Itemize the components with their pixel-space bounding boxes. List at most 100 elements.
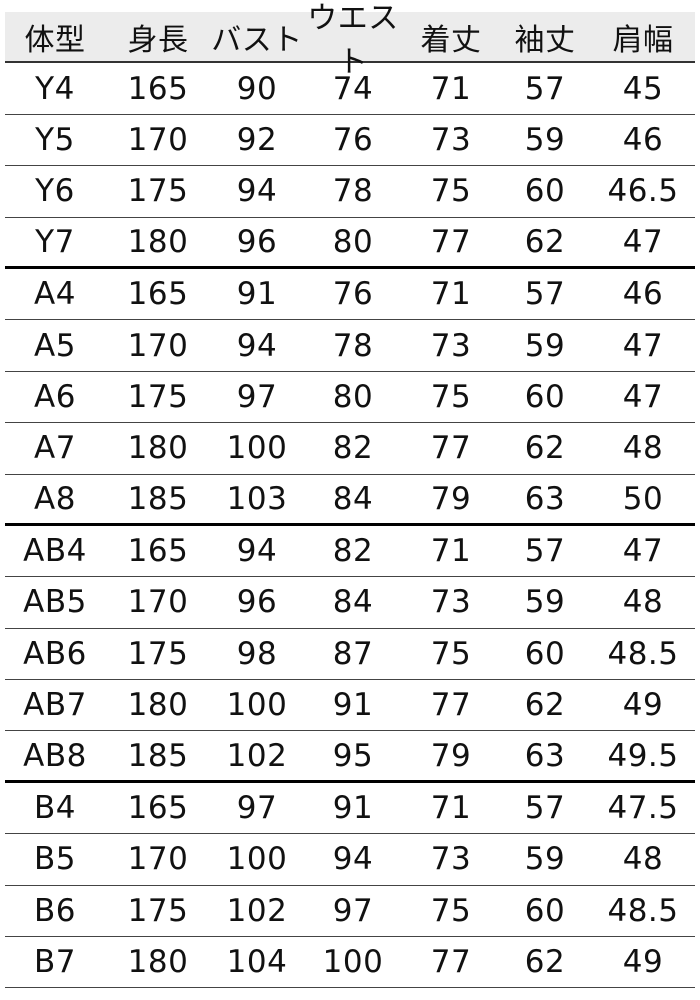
cell-shoulder: 47 — [622, 223, 664, 260]
cell-bust: 96 — [236, 584, 278, 621]
table-row: A4 165 91 76 71 57 46 — [5, 269, 695, 321]
cell-body-type: AB8 — [23, 737, 87, 774]
cell-sleeve: 60 — [524, 635, 566, 672]
table-row: Y5 170 92 76 73 59 46 — [5, 115, 695, 167]
cell-height: 180 — [127, 223, 189, 260]
table-row: AB7 180 100 91 77 62 49 — [5, 680, 695, 732]
cell-shoulder: 48 — [622, 430, 664, 467]
table-row: B4 165 97 91 71 57 47.5 — [5, 783, 695, 835]
cell-body-type: B6 — [34, 892, 76, 929]
cell-shoulder: 46 — [622, 276, 664, 313]
cell-height: 175 — [127, 378, 189, 415]
cell-sleeve: 60 — [524, 892, 566, 929]
header-length: 着丈 — [420, 22, 482, 58]
cell-sleeve: 62 — [524, 944, 566, 981]
cell-bust: 97 — [236, 790, 278, 827]
cell-sleeve: 63 — [524, 480, 566, 517]
cell-shoulder: 47 — [622, 327, 664, 364]
cell-bust: 98 — [236, 635, 278, 672]
cell-body-type: Y6 — [35, 173, 75, 210]
cell-waist: 78 — [332, 173, 374, 210]
cell-shoulder: 47 — [622, 378, 664, 415]
header-sleeve: 袖丈 — [514, 22, 576, 58]
cell-sleeve: 57 — [524, 70, 566, 107]
cell-body-type: AB4 — [23, 533, 87, 570]
cell-shoulder: 45 — [622, 70, 664, 107]
cell-height: 180 — [127, 687, 189, 724]
cell-waist: 91 — [332, 687, 374, 724]
cell-length: 77 — [430, 223, 472, 260]
cell-bust: 92 — [236, 121, 278, 158]
cell-body-type: AB5 — [23, 584, 87, 621]
cell-length: 73 — [430, 584, 472, 621]
cell-body-type: A7 — [34, 430, 76, 467]
cell-body-type: Y4 — [35, 70, 75, 107]
cell-waist: 95 — [332, 737, 374, 774]
cell-bust: 97 — [236, 378, 278, 415]
cell-sleeve: 62 — [524, 223, 566, 260]
cell-sleeve: 63 — [524, 737, 566, 774]
cell-shoulder: 50 — [622, 480, 664, 517]
cell-length: 75 — [430, 635, 472, 672]
header-waist: ウエスト — [307, 0, 399, 80]
cell-length: 71 — [430, 790, 472, 827]
cell-waist: 91 — [332, 790, 374, 827]
cell-bust: 104 — [226, 944, 288, 981]
cell-waist: 76 — [332, 276, 374, 313]
cell-shoulder: 48 — [622, 584, 664, 621]
header-body-type: 体型 — [24, 22, 86, 58]
cell-waist: 76 — [332, 121, 374, 158]
cell-bust: 100 — [226, 841, 288, 878]
cell-sleeve: 57 — [524, 790, 566, 827]
cell-body-type: A6 — [34, 378, 76, 415]
cell-bust: 103 — [226, 480, 288, 517]
cell-waist: 84 — [332, 480, 374, 517]
cell-length: 73 — [430, 841, 472, 878]
table-row: Y7 180 96 80 77 62 47 — [5, 218, 695, 269]
table-row: B5 170 100 94 73 59 48 — [5, 834, 695, 886]
cell-height: 170 — [127, 841, 189, 878]
cell-body-type: B7 — [34, 944, 76, 981]
cell-body-type: A4 — [34, 276, 76, 313]
table-header-row: 体型 身長 バスト ウエスト 着丈 袖丈 肩幅 — [5, 1, 695, 80]
cell-length: 71 — [430, 533, 472, 570]
cell-bust: 96 — [236, 223, 278, 260]
cell-sleeve: 57 — [524, 276, 566, 313]
cell-waist: 80 — [332, 223, 374, 260]
table-row: A5 170 94 78 73 59 47 — [5, 320, 695, 372]
cell-body-type: Y7 — [35, 223, 75, 260]
cell-shoulder: 49.5 — [607, 737, 679, 774]
cell-height: 185 — [127, 480, 189, 517]
cell-waist: 74 — [332, 70, 374, 107]
cell-length: 79 — [430, 480, 472, 517]
cell-length: 75 — [430, 892, 472, 929]
cell-length: 75 — [430, 378, 472, 415]
cell-height: 170 — [127, 327, 189, 364]
cell-waist: 78 — [332, 327, 374, 364]
cell-waist: 87 — [332, 635, 374, 672]
cell-sleeve: 59 — [524, 327, 566, 364]
cell-sleeve: 59 — [524, 584, 566, 621]
cell-sleeve: 57 — [524, 533, 566, 570]
cell-sleeve: 59 — [524, 841, 566, 878]
table-row: A8 185 103 84 79 63 50 — [5, 475, 695, 526]
table-row: Y6 175 94 78 75 60 46.5 — [5, 166, 695, 218]
cell-height: 175 — [127, 173, 189, 210]
cell-height: 170 — [127, 584, 189, 621]
cell-bust: 90 — [236, 70, 278, 107]
table-row: AB4 165 94 82 71 57 47 — [5, 526, 695, 578]
cell-body-type: AB7 — [23, 687, 87, 724]
header-shoulder: 肩幅 — [612, 22, 674, 58]
cell-sleeve: 62 — [524, 430, 566, 467]
table-row: AB8 185 102 95 79 63 49.5 — [5, 731, 695, 783]
cell-height: 165 — [127, 533, 189, 570]
cell-shoulder: 46 — [622, 121, 664, 158]
cell-height: 180 — [127, 944, 189, 981]
cell-height: 180 — [127, 430, 189, 467]
cell-shoulder: 48 — [622, 841, 664, 878]
cell-shoulder: 48.5 — [607, 635, 679, 672]
header-bust: バスト — [211, 22, 303, 58]
cell-bust: 94 — [236, 327, 278, 364]
cell-shoulder: 47.5 — [607, 790, 679, 827]
table-row: A7 180 100 82 77 62 48 — [5, 423, 695, 475]
